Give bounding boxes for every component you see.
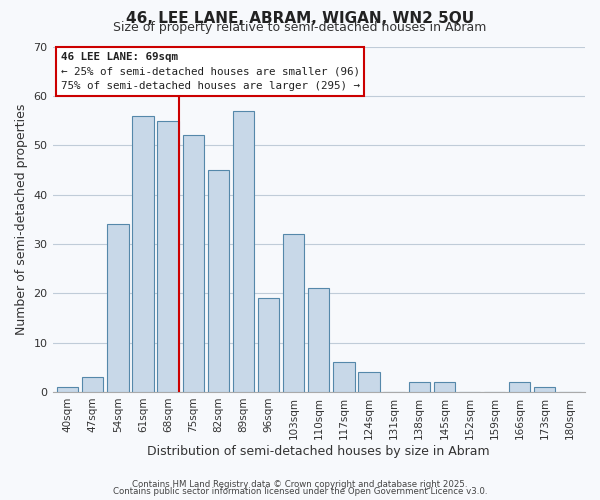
Y-axis label: Number of semi-detached properties: Number of semi-detached properties xyxy=(15,104,28,335)
Text: ← 25% of semi-detached houses are smaller (96)
75% of semi-detached houses are l: ← 25% of semi-detached houses are smalle… xyxy=(61,52,359,92)
Bar xyxy=(283,234,304,392)
Text: Contains public sector information licensed under the Open Government Licence v3: Contains public sector information licen… xyxy=(113,487,487,496)
Bar xyxy=(132,116,154,392)
Bar xyxy=(333,362,355,392)
Bar xyxy=(82,377,103,392)
Bar xyxy=(233,110,254,392)
Text: 46 LEE LANE: 69sqm
← 25% of semi-detached houses are smaller (96)
75% of semi-de: 46 LEE LANE: 69sqm ← 25% of semi-detache… xyxy=(61,52,359,92)
Text: Size of property relative to semi-detached houses in Abram: Size of property relative to semi-detach… xyxy=(113,21,487,34)
Bar xyxy=(534,387,556,392)
Bar xyxy=(308,288,329,392)
X-axis label: Distribution of semi-detached houses by size in Abram: Distribution of semi-detached houses by … xyxy=(148,444,490,458)
Bar xyxy=(434,382,455,392)
Text: Contains HM Land Registry data © Crown copyright and database right 2025.: Contains HM Land Registry data © Crown c… xyxy=(132,480,468,489)
Text: 46 LEE LANE: 69sqm: 46 LEE LANE: 69sqm xyxy=(61,52,178,62)
Bar xyxy=(157,120,179,392)
Bar xyxy=(107,224,128,392)
Bar xyxy=(182,136,204,392)
Bar xyxy=(258,298,279,392)
Bar xyxy=(509,382,530,392)
Bar xyxy=(409,382,430,392)
Bar xyxy=(358,372,380,392)
Bar xyxy=(57,387,78,392)
Bar xyxy=(208,170,229,392)
Text: 46, LEE LANE, ABRAM, WIGAN, WN2 5QU: 46, LEE LANE, ABRAM, WIGAN, WN2 5QU xyxy=(126,11,474,26)
